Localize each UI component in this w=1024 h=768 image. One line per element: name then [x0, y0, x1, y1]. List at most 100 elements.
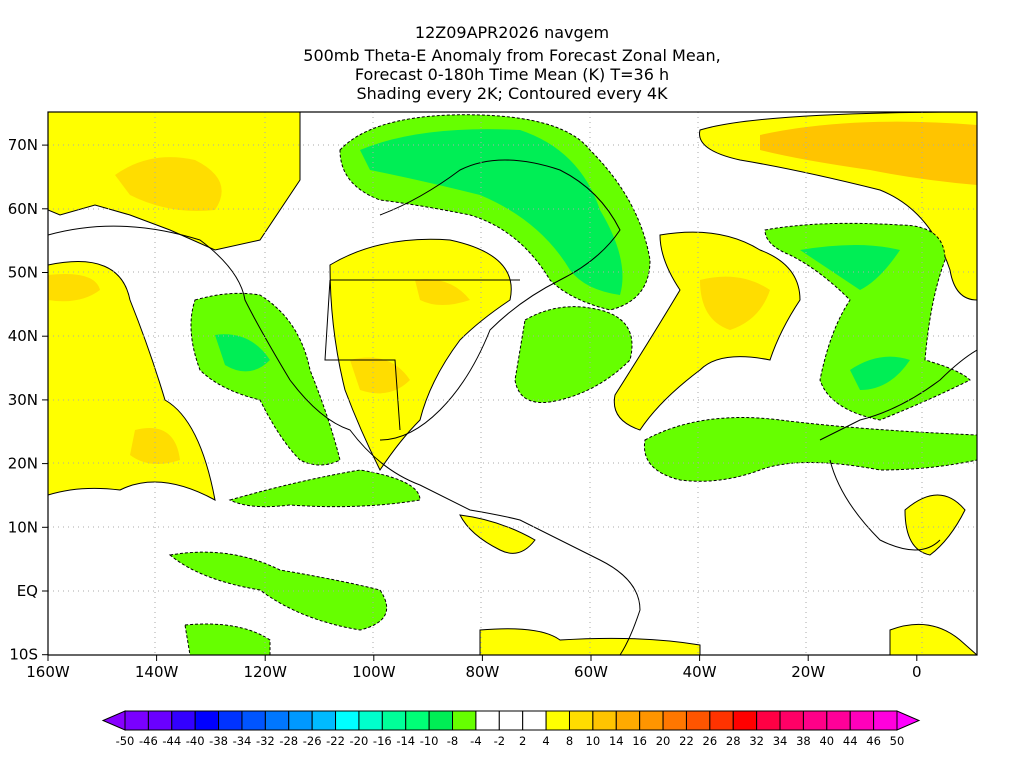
negative-anomaly-europe-core — [800, 245, 910, 390]
colorbar-label: 40 — [819, 734, 834, 748]
colorbar-label: 44 — [843, 734, 858, 748]
colorbar-low-arrow — [101, 710, 126, 731]
positive-anomaly-greenland-core — [760, 121, 977, 185]
colorbar-swatch — [639, 710, 664, 731]
colorbar-high-arrow — [896, 710, 921, 731]
colorbar-label: 2 — [519, 734, 526, 748]
colorbar-label: 10 — [586, 734, 601, 748]
lon-label: 0 — [912, 663, 922, 681]
colorbar-swatch — [335, 710, 360, 731]
colorbar-label: 4 — [542, 734, 549, 748]
colorbar-swatch — [662, 710, 687, 731]
lon-label: 20W — [791, 663, 825, 681]
colorbar-label: -22 — [326, 734, 345, 748]
colorbar-label: -20 — [350, 734, 369, 748]
lon-label: 60W — [574, 663, 608, 681]
colorbar-label: 46 — [866, 734, 881, 748]
positive-anomaly-south-america — [459, 494, 977, 655]
colorbar-swatch — [615, 710, 641, 731]
colorbar-label: -8 — [447, 734, 458, 748]
colorbar-swatch — [802, 710, 828, 731]
lon-label: 140W — [135, 663, 179, 681]
colorbar-label: 28 — [726, 734, 741, 748]
colorbar-label: -38 — [209, 734, 228, 748]
lon-label: 80W — [465, 663, 499, 681]
title-line-1: 12Z09APR2026 navgem — [414, 23, 610, 42]
colorbar-label: -14 — [396, 734, 415, 748]
lat-label: 40N — [8, 327, 38, 345]
colorbar-label: -2 — [494, 734, 505, 748]
colorbar-label: 20 — [656, 734, 671, 748]
colorbar-swatch — [124, 710, 149, 731]
negative-anomaly-west-atlantic — [514, 306, 633, 403]
colorbar-label: -4 — [470, 734, 481, 748]
colorbar-label: -50 — [116, 734, 135, 748]
colorbar-swatch — [171, 710, 196, 731]
colorbar-swatch — [147, 710, 173, 731]
map-frame — [47, 111, 978, 656]
colorbar-swatch — [194, 710, 220, 731]
colorbar: -50 -46 -44 -40 -38 -34 -32 -28 -26 -22 -20 -16 -14-… — [101, 710, 921, 748]
colorbar-swatch — [452, 710, 477, 731]
lat-label: 60N — [8, 200, 38, 218]
lon-label: 100W — [352, 663, 396, 681]
lat-label: 10S — [9, 646, 38, 664]
anomaly-shading — [48, 112, 977, 655]
colorbar-swatch — [522, 710, 547, 731]
colorbar-swatch — [849, 710, 875, 731]
graticule — [48, 112, 977, 655]
colorbar-swatch — [779, 710, 804, 731]
positive-anomaly-pacific-core — [48, 274, 180, 464]
colorbar-label: 14 — [609, 734, 624, 748]
positive-anomaly-alaska-core — [115, 157, 222, 211]
negative-anomaly-east-pacific — [168, 469, 421, 655]
lon-label: 160W — [26, 663, 70, 681]
colorbar-swatch — [381, 710, 407, 731]
colorbar-label: -10 — [420, 734, 439, 748]
colorbar-swatch — [358, 710, 383, 731]
colorbar-swatch — [498, 710, 524, 731]
colorbar-label: -16 — [373, 734, 392, 748]
positive-anomaly-atlantic-core — [700, 276, 770, 330]
colorbar-swatch — [732, 710, 758, 731]
lat-label: EQ — [17, 582, 38, 600]
colorbar-swatch — [756, 710, 781, 731]
colorbar-swatch — [311, 710, 337, 731]
colorbar-swatch — [218, 710, 243, 731]
coastlines — [48, 159, 977, 655]
lat-label: 20N — [8, 455, 38, 473]
colorbar-label: -40 — [186, 734, 205, 748]
colorbar-swatch — [475, 710, 500, 731]
colorbar-label: -46 — [139, 734, 158, 748]
colorbar-swatch — [685, 710, 711, 731]
positive-anomaly-central-us-core — [350, 279, 470, 394]
colorbar-label: 16 — [632, 734, 647, 748]
negative-anomaly-western-us-core — [215, 334, 270, 372]
lat-label: 50N — [8, 264, 38, 282]
colorbar-swatch — [264, 710, 290, 731]
colorbar-swatch — [568, 710, 594, 731]
lon-label: 40W — [683, 663, 717, 681]
colorbar-swatch — [241, 710, 266, 731]
colorbar-swatch — [826, 710, 851, 731]
lat-label: 30N — [8, 391, 38, 409]
colorbar-label: 32 — [749, 734, 764, 748]
lon-label: 120W — [243, 663, 287, 681]
colorbar-label: 26 — [703, 734, 718, 748]
title-line-2: 500mb Theta-E Anomaly from Forecast Zona… — [303, 46, 721, 65]
colorbar-swatch — [592, 710, 617, 731]
negative-anomaly-canada-core — [360, 129, 623, 295]
title-line-3: Forecast 0-180h Time Mean (K) T=36 h — [354, 65, 670, 84]
colorbar-swatch — [405, 710, 430, 731]
negative-anomaly-western-us — [190, 292, 341, 466]
colorbar-label: 22 — [679, 734, 694, 748]
colorbar-swatch — [709, 710, 734, 731]
colorbar-label: -32 — [256, 734, 275, 748]
negative-anomaly-tropical-atlantic — [643, 417, 977, 482]
lat-label: 10N — [8, 518, 38, 536]
colorbar-label: -28 — [279, 734, 298, 748]
colorbar-swatch — [288, 710, 313, 731]
colorbar-label: -44 — [162, 734, 181, 748]
colorbar-label: 50 — [890, 734, 905, 748]
